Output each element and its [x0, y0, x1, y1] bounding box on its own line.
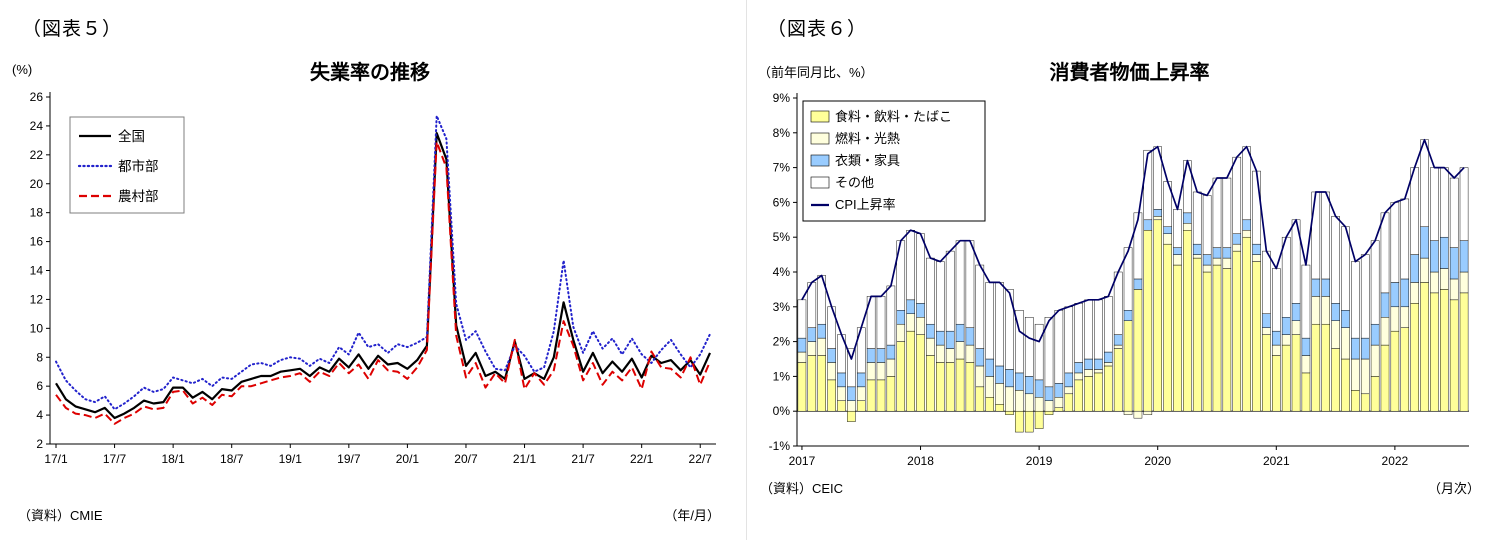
svg-text:17/1: 17/1: [44, 452, 68, 466]
svg-text:21/1: 21/1: [513, 452, 537, 466]
svg-text:24: 24: [30, 119, 44, 133]
svg-text:19/1: 19/1: [279, 452, 303, 466]
svg-text:18/1: 18/1: [161, 452, 185, 466]
svg-text:22: 22: [30, 148, 44, 162]
svg-text:16: 16: [30, 235, 44, 249]
svg-text:食料・飲料・たばこ: 食料・飲料・たばこ: [835, 109, 952, 124]
svg-text:20: 20: [30, 177, 44, 191]
svg-text:2020: 2020: [1144, 454, 1171, 468]
svg-text:2019: 2019: [1026, 454, 1053, 468]
svg-text:農村部: 農村部: [118, 189, 159, 204]
cpi-y-unit: （前年同月比、%）: [758, 65, 874, 80]
panel-divider: [746, 0, 747, 540]
svg-text:20/7: 20/7: [454, 452, 478, 466]
cpi-chart-title: 消費者物価上昇率: [1049, 62, 1210, 84]
svg-text:6: 6: [36, 379, 43, 393]
svg-text:22/7: 22/7: [689, 452, 713, 466]
svg-text:4: 4: [36, 408, 43, 422]
svg-text:2022: 2022: [1382, 454, 1409, 468]
svg-text:4%: 4%: [773, 265, 791, 279]
svg-text:21/7: 21/7: [571, 452, 595, 466]
svg-text:都市部: 都市部: [118, 158, 159, 174]
svg-text:20/1: 20/1: [396, 452, 420, 466]
svg-text:3%: 3%: [773, 300, 791, 314]
svg-text:1%: 1%: [773, 369, 791, 383]
svg-text:2021: 2021: [1263, 454, 1290, 468]
svg-text:衣類・家具: 衣類・家具: [835, 153, 900, 168]
svg-text:CPI上昇率: CPI上昇率: [835, 197, 896, 212]
svg-text:14: 14: [30, 264, 44, 278]
svg-text:12: 12: [30, 292, 44, 306]
svg-text:燃料・光熱: 燃料・光熱: [835, 131, 900, 146]
unemployment-x-unit: （年/月）: [664, 508, 720, 523]
svg-text:22/1: 22/1: [630, 452, 654, 466]
figure6-label: （図表６）: [767, 19, 868, 40]
cpi-x-unit: （月次）: [1427, 481, 1480, 496]
svg-text:2%: 2%: [773, 335, 791, 349]
svg-text:18/7: 18/7: [220, 452, 244, 466]
svg-text:2018: 2018: [907, 454, 934, 468]
svg-text:17/7: 17/7: [103, 452, 127, 466]
svg-text:19/7: 19/7: [337, 452, 361, 466]
svg-text:-1%: -1%: [769, 439, 791, 453]
svg-text:9%: 9%: [773, 91, 791, 105]
svg-text:5%: 5%: [773, 230, 791, 244]
svg-text:0%: 0%: [773, 404, 791, 418]
svg-text:10: 10: [30, 321, 44, 335]
svg-text:2: 2: [36, 437, 43, 451]
figure5-label: （図表５）: [22, 19, 123, 40]
cpi-source: （資料）CEIC: [760, 481, 844, 496]
unemployment-source: （資料）CMIE: [18, 508, 103, 523]
svg-text:8%: 8%: [773, 126, 791, 140]
svg-text:26: 26: [30, 90, 44, 104]
cpi-chart: -1% 0% 1% 2% 3% 4% 5% 6% 7% 8% 9% 2017 2018 2019 2020 2…: [769, 91, 1469, 468]
unemployment-chart-title: 失業率の推移: [310, 62, 430, 84]
svg-text:7%: 7%: [773, 161, 791, 175]
svg-text:その他: その他: [835, 175, 874, 190]
svg-text:全国: 全国: [118, 128, 145, 144]
svg-text:8: 8: [36, 350, 43, 364]
svg-text:18: 18: [30, 206, 44, 220]
unemployment-y-unit: (%): [12, 62, 33, 77]
svg-text:6%: 6%: [773, 195, 791, 209]
svg-text:2017: 2017: [789, 454, 816, 468]
